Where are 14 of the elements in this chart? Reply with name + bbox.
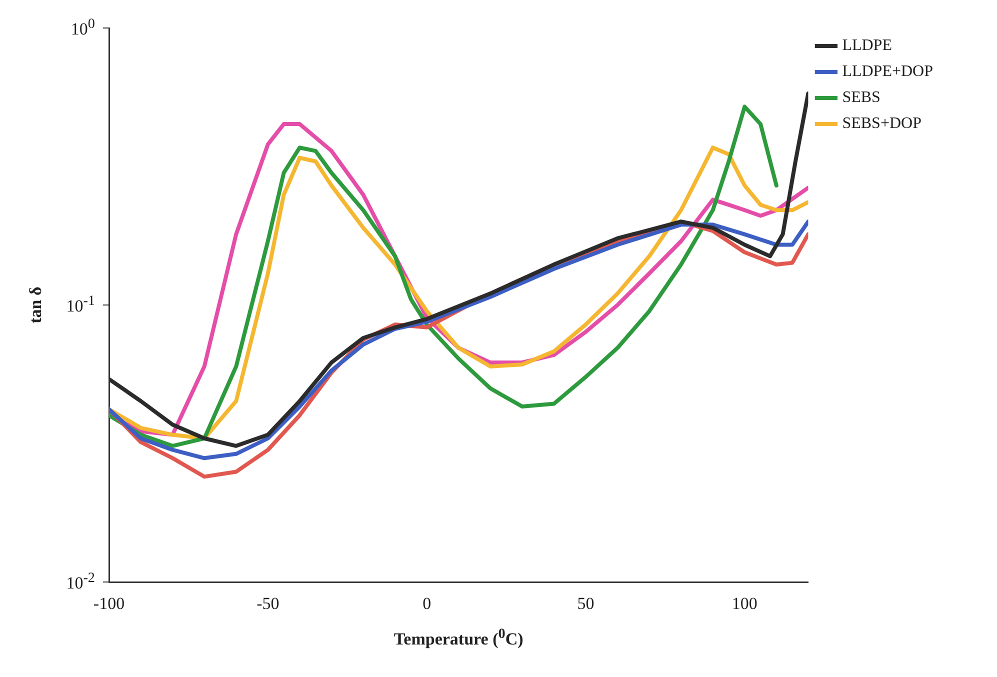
legend-label: LLDPE [842, 37, 892, 54]
y-tick-label: 10$^{0}$ [70, 16, 95, 40]
y-tick-label: 10$^{-2}$ [66, 570, 95, 594]
x-tick-label: 50 [577, 594, 594, 614]
x-tick-label: -100 [93, 594, 125, 614]
x-tick-label: 100 [732, 594, 758, 614]
y-tick-label: 10$^{-1}$ [66, 292, 95, 318]
x-tick-label: -50 [256, 594, 280, 614]
x-tick-label: 0 [422, 594, 432, 614]
legend-label: SEBS [842, 89, 880, 106]
legend-label: SEBS+DOP [842, 115, 922, 132]
x-axis-title: Temperature ($^{0}$C) [394, 626, 524, 650]
legend-label: LLDPE+DOP [842, 63, 934, 80]
y-axis-title: tan δ [26, 286, 46, 324]
